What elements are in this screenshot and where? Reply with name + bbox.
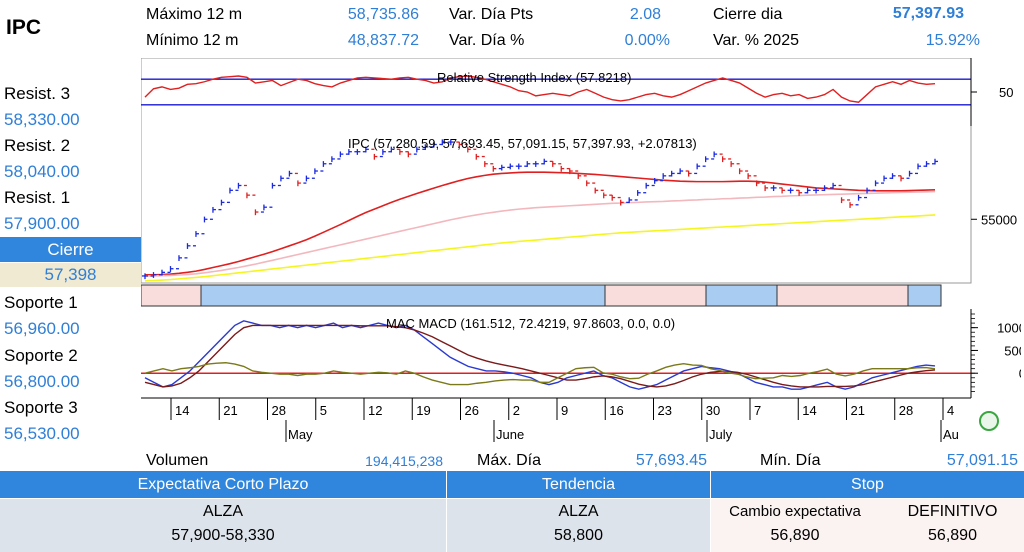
- x-tick-label: 4: [947, 403, 954, 418]
- x-tick-label: 21: [223, 403, 237, 418]
- cierre-header: Cierre: [0, 237, 141, 262]
- macd-line-1: [144, 324, 936, 388]
- month-label: July: [709, 427, 733, 442]
- trend-segment-up: [705, 284, 778, 307]
- resist2-label: Resist. 2: [4, 136, 71, 155]
- resist1-value: 57,900.00: [4, 214, 80, 233]
- trend-segment-up: [907, 284, 942, 307]
- x-tick-label: 28: [272, 403, 286, 418]
- expectativa-value: ALZA: [202, 503, 243, 520]
- rsi-panel: 50: [141, 58, 1013, 126]
- soporte2-value: 56,800.00: [4, 372, 80, 391]
- moving-average-0: [145, 171, 936, 276]
- rsi-tick-label: 50: [999, 85, 1013, 100]
- x-tick-label: 7: [754, 403, 761, 418]
- resist2-value: 58,040.00: [4, 162, 80, 181]
- volume-value: 194,415,238: [365, 453, 443, 469]
- brand-logo-icon: [979, 411, 999, 431]
- x-tick-label: 9: [561, 403, 568, 418]
- x-tick-label: 2: [513, 403, 520, 418]
- trend-bar: [141, 284, 942, 307]
- soporte2-label: Soporte 2: [4, 346, 78, 365]
- rsi-title: Relative Strength Index (57.8218): [437, 70, 631, 85]
- month-label: Au: [943, 427, 959, 442]
- trend-segment-down: [776, 284, 909, 307]
- stop-body: Cambio expectativa 56,890 DEFINITIVO 56,…: [711, 499, 1024, 552]
- soporte3-value: 56,530.00: [4, 424, 80, 443]
- vardia-pts-label: Var. Día Pts: [449, 6, 534, 23]
- trend-segment-down: [604, 284, 707, 307]
- cierre-dia-label: Cierre dia: [713, 6, 783, 23]
- vardia-pct-value: 0.00%: [624, 32, 670, 49]
- x-tick-label: 26: [465, 403, 479, 418]
- macd-tick-label: 1000: [997, 321, 1021, 336]
- min12-value: 48,837.72: [347, 32, 419, 49]
- x-tick-label: 16: [609, 403, 623, 418]
- x-tick-label: 19: [416, 403, 430, 418]
- macd-tick-label: 500: [1004, 343, 1021, 358]
- resist1-label: Resist. 1: [4, 188, 71, 207]
- trend-segment-up: [200, 284, 606, 307]
- min12-label: Mínimo 12 m: [146, 32, 239, 49]
- tendencia-level: 58,800: [554, 527, 603, 544]
- tendencia-value: ALZA: [558, 503, 599, 520]
- vardia-pts-value: 2.08: [629, 6, 661, 23]
- moving-average-1: [145, 190, 936, 277]
- soporte1-value: 56,960.00: [4, 319, 80, 338]
- macd-panel: 1000 500 0: [141, 309, 1021, 398]
- resist3-value: 58,330.00: [4, 110, 80, 129]
- vardia-pct-label: Var. Día %: [449, 32, 525, 49]
- ticker-title: IPC: [6, 16, 42, 39]
- volume-label: Volumen: [146, 452, 209, 469]
- price-panel-frame: [141, 58, 972, 284]
- x-tick-label: 30: [706, 403, 720, 418]
- x-tick-label: 14: [175, 403, 189, 418]
- expectativa-header: Expectativa Corto Plazo: [0, 471, 446, 498]
- x-tick-label: 23: [658, 403, 672, 418]
- maxdia-value: 57,693.45: [635, 452, 707, 469]
- macd-line-0: [144, 320, 936, 390]
- cambio-value: 56,890: [770, 527, 820, 544]
- x-tick-label: 5: [320, 403, 327, 418]
- x-tick-label: 12: [368, 403, 382, 418]
- month-label: June: [496, 427, 524, 442]
- rsi-line: [144, 75, 936, 103]
- macd-tick-label: 0: [1019, 366, 1021, 381]
- cierre-value: 57,398: [0, 263, 141, 287]
- summary-table: Expectativa Corto Plazo Tendencia Stop A…: [0, 471, 1024, 552]
- cierre-dia-value: 57,397.93: [892, 5, 964, 22]
- cambio-label: Cambio expectativa: [729, 503, 861, 520]
- mindia-label: Mín. Día: [760, 452, 821, 469]
- expectativa-body: ALZA 57,900-58,330: [0, 499, 446, 552]
- x-axis: 14 21 28 5 12 19 26 2 9 16 23 30 7 14 21 28 4 May June July…: [141, 397, 971, 442]
- definitivo-value: 56,890: [928, 527, 977, 544]
- definitivo-label: DEFINITIVO: [907, 503, 998, 520]
- soporte1-label: Soporte 1: [4, 293, 78, 312]
- trend-segment-down: [141, 284, 202, 307]
- max12-label: Máximo 12 m: [146, 6, 243, 23]
- expectativa-range: 57,900-58,330: [171, 527, 275, 544]
- price-title: IPC (57,280.59, 57,693.45, 57,091.15, 57…: [348, 136, 697, 151]
- macd-title: MAC MACD (161.512, 72.4219, 97.8603, 0.0…: [386, 316, 675, 331]
- month-label: May: [288, 427, 313, 442]
- x-tick-label: 14: [802, 403, 816, 418]
- x-tick-label: 28: [899, 403, 913, 418]
- soporte3-label: Soporte 3: [4, 398, 78, 417]
- stop-header: Stop: [711, 471, 1024, 498]
- macd-line-2: [144, 362, 936, 386]
- var2025-value: 15.92%: [925, 32, 980, 49]
- resist3-label: Resist. 3: [4, 84, 71, 103]
- mindia-value: 57,091.15: [946, 452, 1018, 469]
- var2025-label: Var. % 2025: [713, 32, 799, 49]
- price-tick-label: 55000: [981, 212, 1017, 227]
- tendencia-body: ALZA 58,800: [447, 499, 710, 552]
- moving-average-2: [144, 214, 936, 282]
- stock-chart: 50 55000 1000 500 0 14 21 28 5 12 19 26 2 9 16 23 30 7…: [141, 58, 1021, 442]
- max12-value: 58,735.86: [347, 6, 419, 23]
- price-panel: 55000: [142, 139, 1017, 282]
- x-tick-label: 21: [851, 403, 865, 418]
- maxdia-label: Máx. Día: [477, 452, 542, 469]
- tendencia-header: Tendencia: [447, 471, 710, 498]
